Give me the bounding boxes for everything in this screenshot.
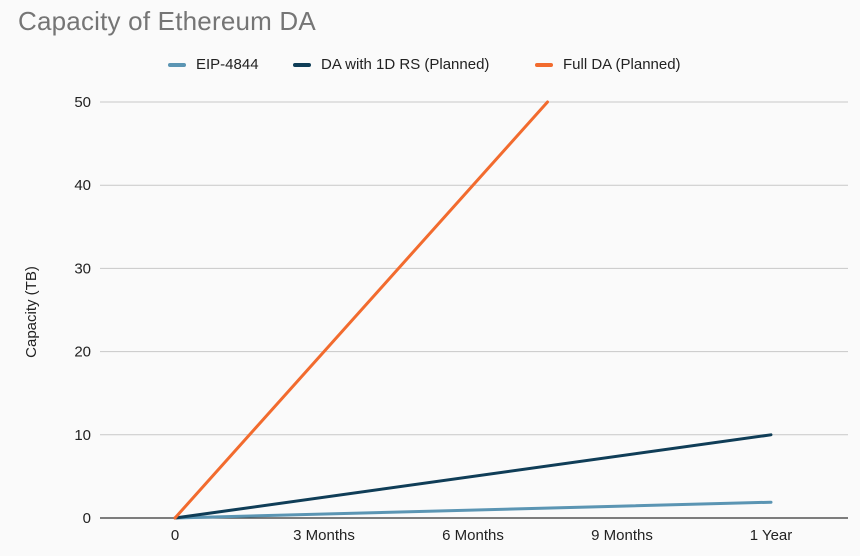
legend-label-da-1d-rs: DA with 1D RS (Planned) [321,56,490,73]
y-tick-label: 0 [83,510,91,527]
series-line-2 [173,100,549,520]
chart-legend: EIP-4844 DA with 1D RS (Planned) Full DA… [0,56,860,76]
legend-item-full-da: Full DA (Planned) [535,56,681,73]
x-tick-label: 6 Months [442,527,504,544]
x-tick-labels: 0 3 Months 6 Months 9 Months 1 Year [171,527,792,544]
y-tick-labels: 0 10 20 30 40 50 [74,94,91,527]
series-lines [173,100,773,520]
y-axis-title: Capacity (TB) [23,266,40,358]
y-tick-label: 50 [74,94,91,111]
legend-item-eip-4844: EIP-4844 [168,56,259,73]
legend-swatch-da-1d-rs [293,62,311,67]
grid-lines [100,101,848,519]
x-tick-label: 9 Months [591,527,653,544]
series-line-1 [173,433,773,520]
x-tick-label: 0 [171,527,179,544]
chart-title: Capacity of Ethereum DA [18,6,316,36]
y-tick-label: 20 [74,344,91,361]
y-tick-label: 10 [74,427,91,444]
x-tick-label: 3 Months [293,527,355,544]
legend-swatch-eip-4844 [168,62,186,67]
legend-swatch-full-da [535,62,553,67]
y-tick-label: 40 [74,177,91,194]
series-line-0 [173,500,773,520]
y-tick-label: 30 [74,260,91,277]
x-tick-label: 1 Year [750,527,793,544]
legend-label-full-da: Full DA (Planned) [563,56,681,73]
legend-item-da-1d-rs: DA with 1D RS (Planned) [293,56,489,73]
legend-label-eip-4844: EIP-4844 [196,56,259,73]
